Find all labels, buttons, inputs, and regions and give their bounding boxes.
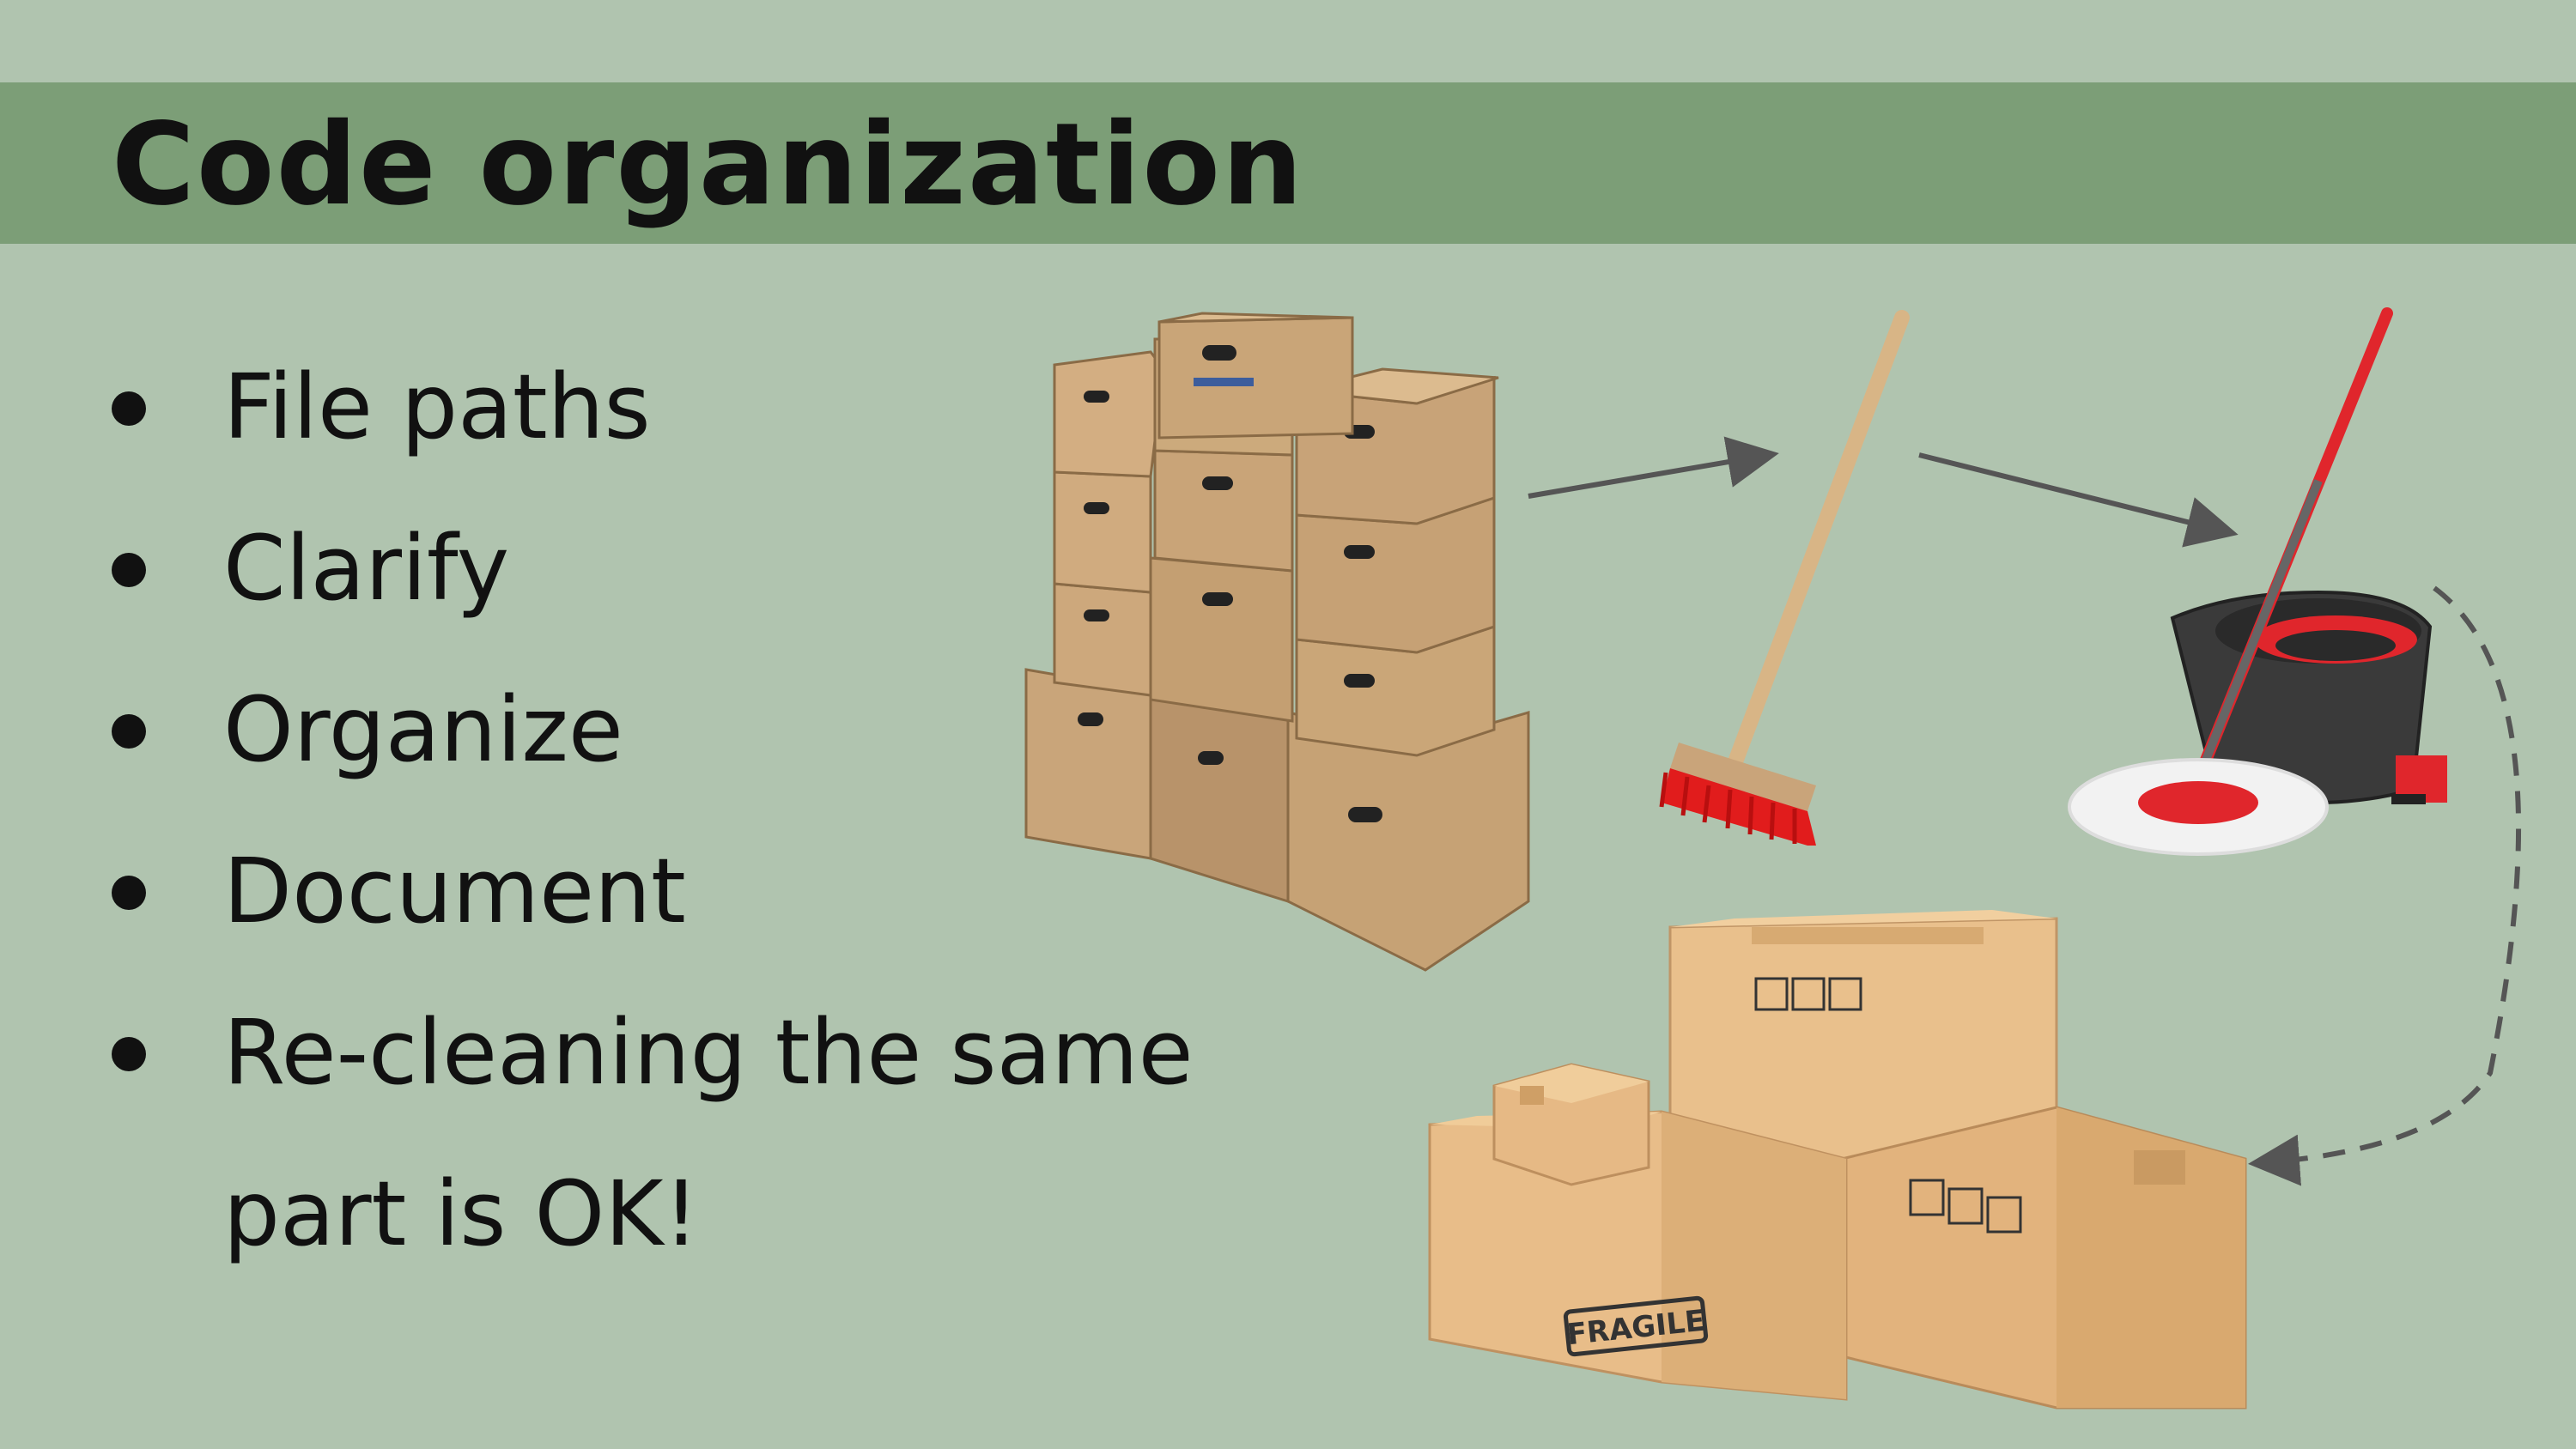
stacked-archive-boxes-icon [1026, 313, 1528, 970]
arrow-icon [1528, 455, 1769, 496]
shipping-boxes-icon: FRAGILE [1430, 910, 2245, 1408]
mop-bucket-icon [2069, 313, 2447, 854]
arrow-icon [1919, 455, 2228, 532]
broom-icon [1662, 318, 1902, 846]
